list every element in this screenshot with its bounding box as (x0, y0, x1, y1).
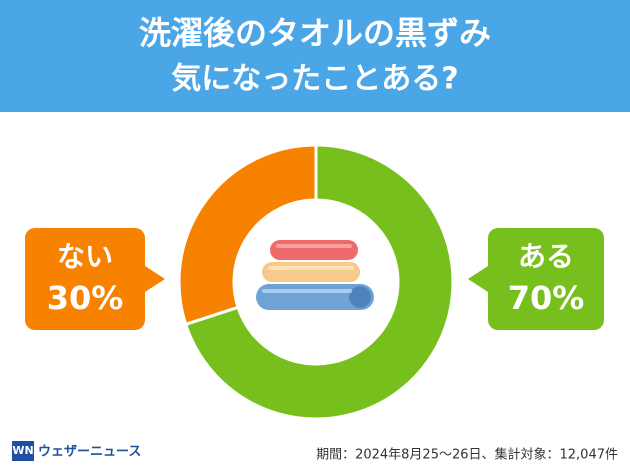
callout-box (25, 228, 145, 330)
title-line: 気になったことある? (171, 62, 458, 97)
callout-pointer (468, 266, 488, 292)
donut-segment (183, 143, 455, 421)
category-label: ない (57, 240, 113, 273)
brand-name: ウェザーニュース (38, 445, 141, 460)
callout-box (488, 228, 604, 330)
towel-icon (256, 240, 374, 310)
callout-pointer (145, 266, 165, 292)
svg-text:WN: WN (12, 444, 33, 457)
title-line: 洗濯後のタオルの黒ずみ (139, 14, 491, 52)
footnote: 期間：2024年8月25～26日、集計対象：12,047件 (316, 447, 618, 463)
donut-segment (177, 143, 318, 327)
category-label: ある (518, 240, 574, 273)
value-label: 30% (47, 279, 124, 317)
brand-logo: WN ウェザーニュース (12, 441, 141, 461)
header-banner (0, 0, 630, 112)
value-label: 70% (508, 279, 585, 317)
